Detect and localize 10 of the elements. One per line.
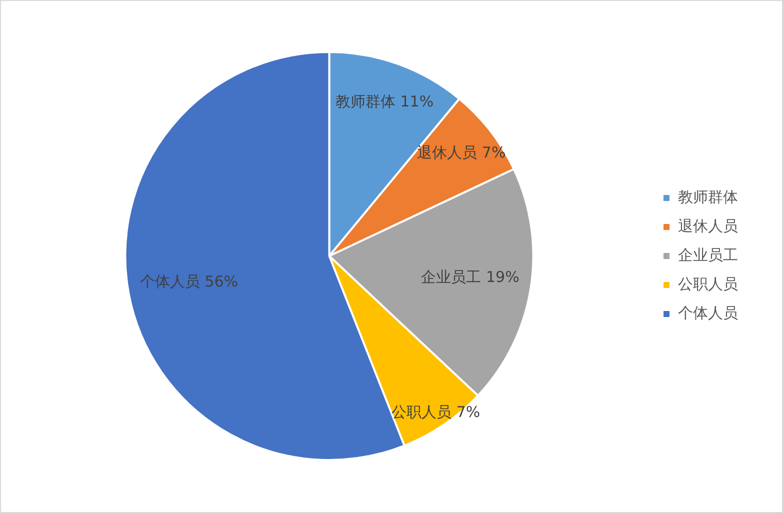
legend-label: 企业员工	[678, 246, 738, 264]
legend-label: 教师群体	[678, 188, 738, 206]
legend-label: 公职人员	[678, 274, 738, 293]
category-label: 企业员工 19%	[421, 268, 520, 286]
category-label: 退休人员 7%	[417, 143, 506, 162]
category-label: 个体人员 56%	[140, 272, 238, 291]
category-label: 公职人员 7%	[392, 402, 480, 421]
legend-label: 退休人员	[678, 216, 738, 235]
category-label: 教师群体 11%	[335, 92, 434, 110]
legend-label: 个体人员	[678, 304, 738, 322]
